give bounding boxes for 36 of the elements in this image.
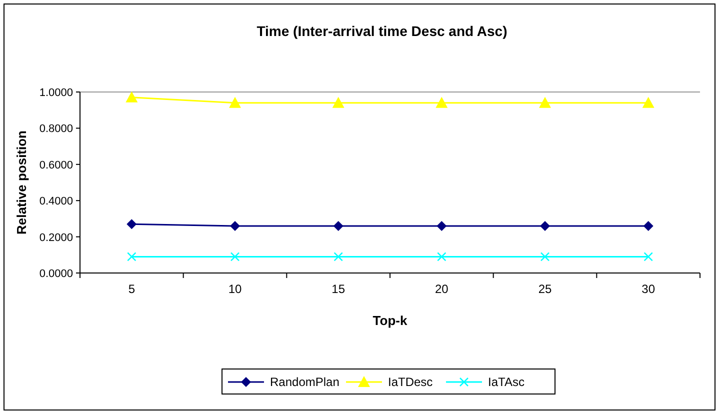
chart-title: Time (Inter-arrival time Desc and Asc) [256, 23, 508, 39]
x-tick-label: 5 [128, 282, 136, 296]
point [126, 91, 138, 102]
legend-label: IaTAsc [488, 375, 524, 389]
point [229, 96, 241, 108]
point [643, 220, 654, 231]
y-tick-label: 1.0000 [39, 87, 73, 99]
point [437, 252, 446, 262]
point [540, 220, 550, 231]
point [230, 252, 240, 262]
legend-label: RandomPlan [270, 375, 340, 389]
point [540, 252, 550, 262]
point [334, 252, 343, 262]
point [436, 96, 448, 108]
x-axis-title: Top-k [372, 313, 408, 328]
point [332, 96, 344, 108]
y-tick-label: 0.8000 [39, 123, 73, 136]
point [127, 252, 136, 262]
point [126, 219, 137, 230]
point [230, 220, 240, 231]
point [644, 252, 653, 262]
x-tick-label: 10 [228, 282, 242, 296]
y-tick-label: 0.4000 [39, 196, 73, 208]
point [642, 96, 654, 108]
y-tick-label: 0.6000 [39, 159, 73, 172]
legend-label: IaTDesc [388, 375, 433, 389]
point [539, 96, 551, 108]
y-tick-label: 0.0000 [39, 268, 73, 280]
point [333, 220, 344, 231]
point [436, 220, 447, 231]
x-tick-label: 25 [538, 282, 552, 296]
x-tick-label: 15 [332, 282, 346, 296]
x-tick-label: 20 [434, 282, 449, 296]
y-tick-label: 0.2000 [39, 232, 73, 244]
y-axis-title: Relative position [14, 130, 29, 235]
x-tick-label: 30 [642, 282, 656, 296]
